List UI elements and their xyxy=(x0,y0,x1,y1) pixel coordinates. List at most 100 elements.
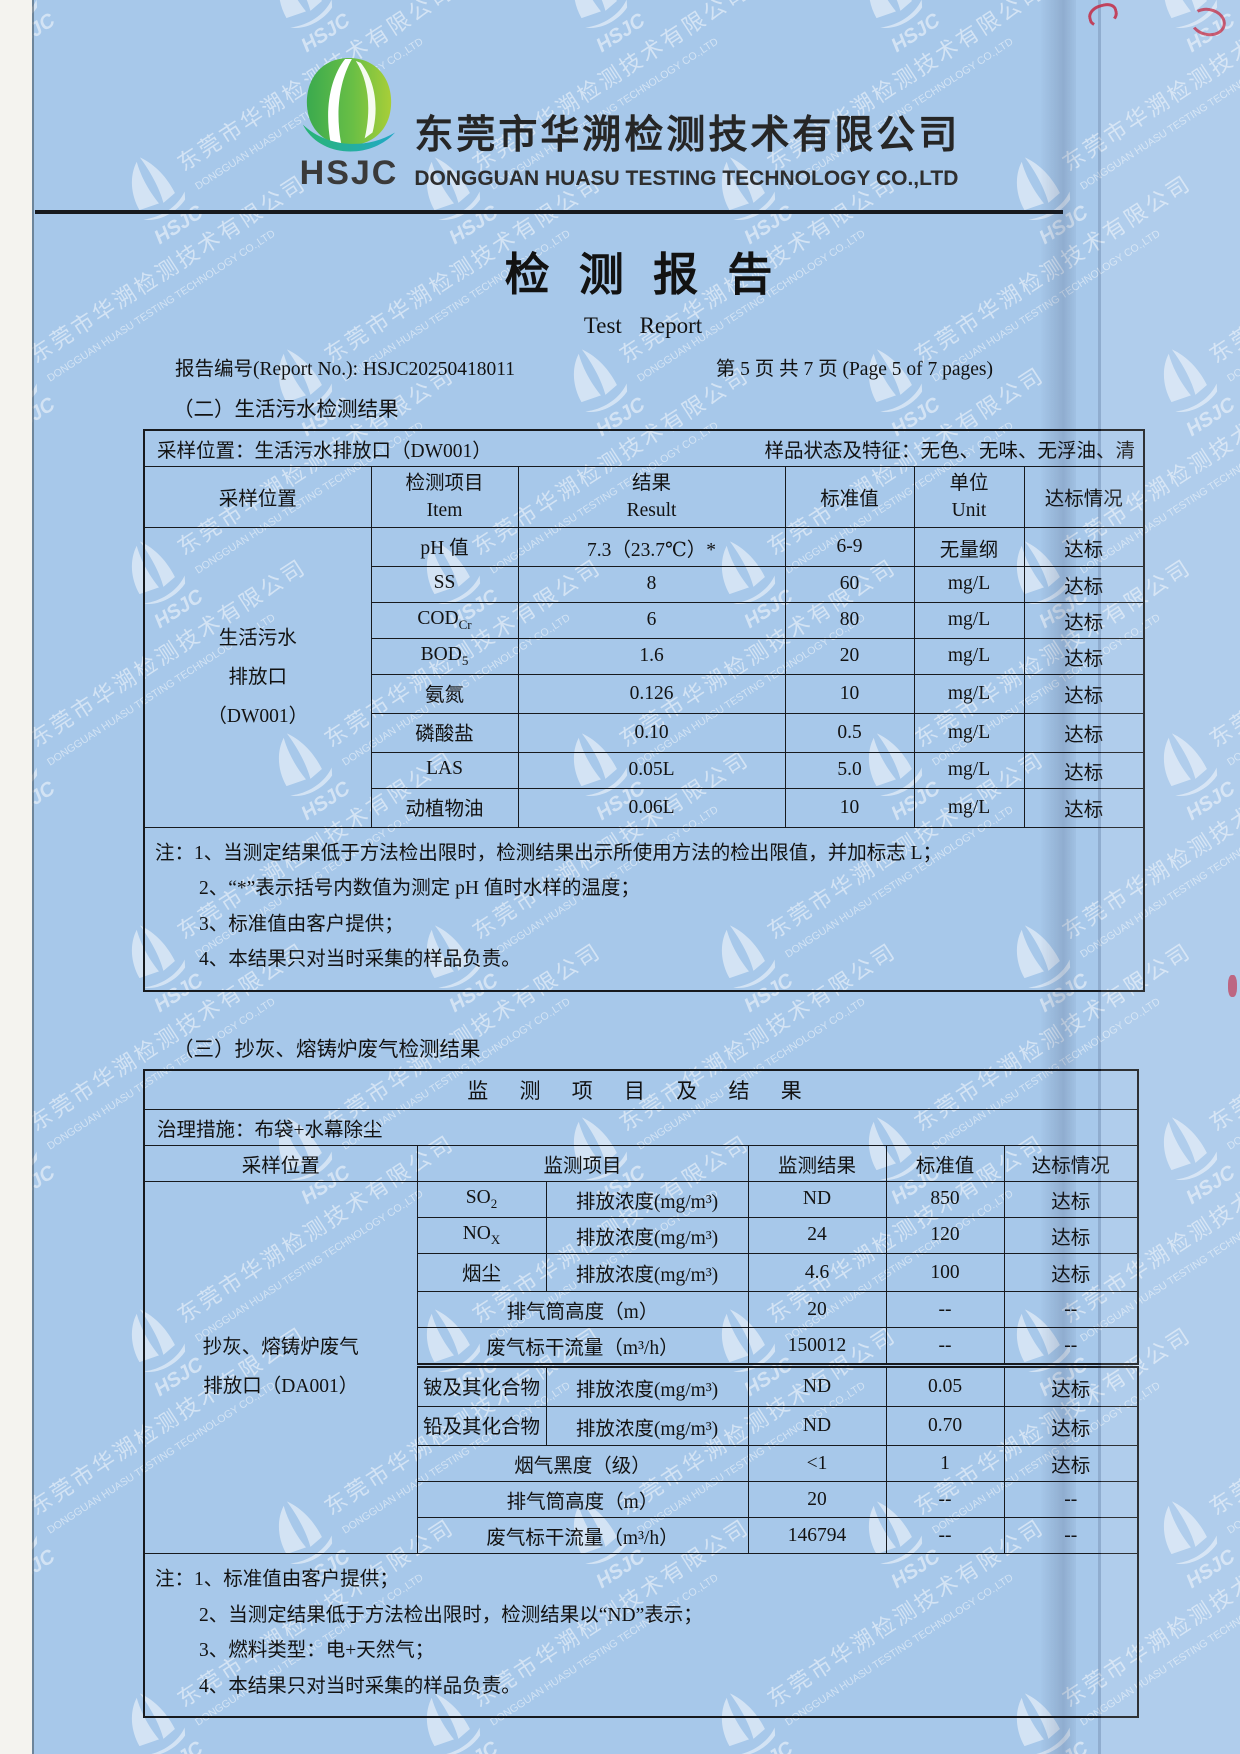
result-cell: ND xyxy=(747,1406,887,1447)
header-item: 监测项目 xyxy=(416,1144,749,1182)
table-row: 铅及其化合物 排放浓度(mg/m³) ND 0.70 达标 xyxy=(144,1406,1139,1447)
standard-cell: 5.0 xyxy=(784,751,915,789)
item-cell: 废气标干流量（m³/h） xyxy=(416,1327,749,1367)
table-row: SS 8 60 mg/L 达标 xyxy=(144,565,1145,603)
table-row: 铍及其化合物 排放浓度(mg/m³) ND 0.05 达标 xyxy=(144,1363,1139,1408)
item-cell: 铍及其化合物 xyxy=(416,1363,547,1408)
scanned-report-page: HSJC 东莞市华溯检测技术有限公司 DONGGUAN HUASU TESTIN… xyxy=(32,0,1240,1754)
letterhead: HSJC 东莞市华溯检测技术有限公司 DONGGUAN HUASU TESTIN… xyxy=(117,0,1143,193)
notes-row: 注：1、当测定结果低于方法检出限时，检测结果出示所使用方法的检出限值，并加标志 … xyxy=(143,826,1145,992)
note-line: 注：1、当测定结果低于方法检出限时，检测结果出示所使用方法的检出限值，并加标志 … xyxy=(155,842,943,864)
location-line: 抄灰、熔铸炉废气 xyxy=(202,1337,359,1359)
status-cell: 达标 xyxy=(1003,1363,1139,1408)
status-cell: 达标 xyxy=(1003,1216,1139,1254)
header-status: 达标情况 xyxy=(1003,1144,1139,1182)
table-row: 废气标干流量（m³/h） 146794 -- -- xyxy=(144,1517,1139,1555)
table-row: 抄灰、熔铸炉废气 排放口（DA001） SO2 排放浓度(mg/m³) ND 8… xyxy=(143,1180,1139,1555)
location-line: （DW001） xyxy=(207,705,309,727)
company-logo: HSJC xyxy=(300,56,399,193)
header-unit-cn: 单位 xyxy=(949,472,989,494)
location-line: 排放口 xyxy=(228,666,287,688)
item-cell: pH 值 xyxy=(370,527,519,567)
status-cell: 达标 xyxy=(1023,637,1145,675)
item-cell: BOD5 xyxy=(370,637,519,675)
table-row: 烟尘 排放浓度(mg/m³) 4.6 100 达标 xyxy=(144,1252,1139,1293)
result-cell: 0.06L xyxy=(517,787,786,828)
flue-gas-results-table: 监 测 项 目 及 结 果 治理措施：布袋+水幕除尘 采样位置 监测项目 监测结… xyxy=(143,1068,1140,1719)
item-cell: LAS xyxy=(370,751,519,789)
company-name-en: DONGGUAN HUASU TESTING TECHNOLOGY CO.,LT… xyxy=(414,167,959,190)
item-cell: CODCr xyxy=(370,601,519,639)
note-line: 4、本结果只对当时采集的样品负责。 xyxy=(199,949,521,971)
treatment-cell: 治理措施：布袋+水幕除尘 xyxy=(143,1108,1139,1146)
note-line: 2、当测定结果低于方法检出限时，检测结果以“ND”表示； xyxy=(199,1604,703,1626)
report-document: HSJC 东莞市华溯检测技术有限公司 DONGGUAN HUASU TESTIN… xyxy=(35,0,1146,1719)
header-item: 检测项目 Item xyxy=(370,465,519,529)
header-result: 结果 Result xyxy=(517,465,786,529)
location-cell: 生活污水 排放口 （DW001） xyxy=(143,527,372,828)
status-cell: -- xyxy=(1003,1517,1139,1555)
item-cell: 磷酸盐 xyxy=(370,712,519,753)
result-cell: 7.3（23.7℃）* xyxy=(517,527,786,567)
header-standard: 标准值 xyxy=(784,465,915,529)
note-line: 4、本结果只对当时采集的样品负责。 xyxy=(199,1675,521,1697)
location-line: 生活污水 xyxy=(218,627,297,649)
item-cell: 废气标干流量（m³/h） xyxy=(416,1517,749,1555)
standard-cell: 20 xyxy=(784,637,915,675)
standard-cell: 0.70 xyxy=(885,1406,1005,1447)
status-cell: -- xyxy=(1003,1481,1139,1519)
result-cell: 6 xyxy=(517,601,786,639)
item-cell: 氨氮 xyxy=(370,673,519,714)
standard-cell: 60 xyxy=(784,565,915,603)
note-line: 2、“*”表示括号内数值为测定 pH 值时水样的温度； xyxy=(199,878,640,900)
sewage-results-table: 采样位置：生活污水排放口（DW001） 样品状态及特征：无色、无味、无浮油、清 … xyxy=(143,428,1146,992)
location-cell: 抄灰、熔铸炉废气 排放口（DA001） xyxy=(143,1180,418,1555)
table-row: NOX 排放浓度(mg/m³) 24 120 达标 xyxy=(144,1216,1139,1254)
unit-cell: mg/L xyxy=(913,601,1025,639)
status-cell: 达标 xyxy=(1023,751,1145,789)
table-header-row: 采样位置 监测项目 监测结果 标准值 达标情况 xyxy=(143,1144,1139,1182)
header-item-en: Item xyxy=(426,499,463,521)
table-title: 监 测 项 目 及 结 果 xyxy=(143,1069,1139,1110)
standard-cell: -- xyxy=(885,1327,1005,1367)
standard-cell: 100 xyxy=(885,1252,1005,1293)
result-cell: ND xyxy=(747,1363,887,1408)
table-row: LAS 0.05L 5.0 mg/L 达标 xyxy=(144,751,1145,789)
result-cell: 0.10 xyxy=(517,712,786,753)
table-row: 治理措施：布袋+水幕除尘 xyxy=(143,1108,1139,1146)
unit-cell: mg/L xyxy=(913,787,1025,828)
standard-cell: 1 xyxy=(885,1445,1005,1483)
note-line: 3、燃料类型：电+天然气； xyxy=(199,1640,435,1662)
table-row: 排气筒高度（m） 20 -- -- xyxy=(144,1481,1139,1519)
result-cell: ND xyxy=(747,1180,887,1218)
table-row: 采样位置：生活污水排放口（DW001） 样品状态及特征：无色、无味、无浮油、清 xyxy=(143,429,1145,467)
header-result-en: Result xyxy=(626,499,677,521)
unit-cell: mg/L xyxy=(913,751,1025,789)
header-status: 达标情况 xyxy=(1023,465,1145,529)
header-result-cn: 结果 xyxy=(631,472,671,494)
result-cell: 0.126 xyxy=(517,673,786,714)
param-cell: 排放浓度(mg/m³) xyxy=(545,1252,749,1293)
item-cell: 动植物油 xyxy=(370,787,519,828)
status-cell: 达标 xyxy=(1023,601,1145,639)
note-line: 3、标准值由客户提供； xyxy=(199,913,404,935)
param-cell: 排放浓度(mg/m³) xyxy=(545,1363,749,1408)
header-location: 采样位置 xyxy=(143,1144,418,1182)
param-cell: 排放浓度(mg/m³) xyxy=(545,1216,749,1254)
unit-cell: mg/L xyxy=(913,637,1025,675)
item-cell: 烟气黑度（级） xyxy=(416,1445,749,1483)
page-fold-shadow xyxy=(1040,0,1076,1754)
standard-cell: -- xyxy=(885,1481,1005,1519)
result-cell: 150012 xyxy=(747,1327,887,1367)
standard-cell: 0.05 xyxy=(885,1363,1005,1408)
location-line: 排放口（DA001） xyxy=(203,1376,359,1398)
standard-cell: 850 xyxy=(885,1180,1005,1218)
report-title: 检 测 报 告 xyxy=(504,249,782,300)
header-unit-en: Unit xyxy=(951,499,987,521)
section-heading-flue-gas: （三）抄灰、熔铸炉废气检测结果 xyxy=(173,1038,481,1061)
unit-cell: mg/L xyxy=(913,673,1025,714)
standard-cell: 120 xyxy=(885,1216,1005,1254)
standard-cell: 10 xyxy=(784,787,915,828)
result-cell: 20 xyxy=(747,1291,887,1329)
header-unit: 单位 Unit xyxy=(913,465,1025,529)
